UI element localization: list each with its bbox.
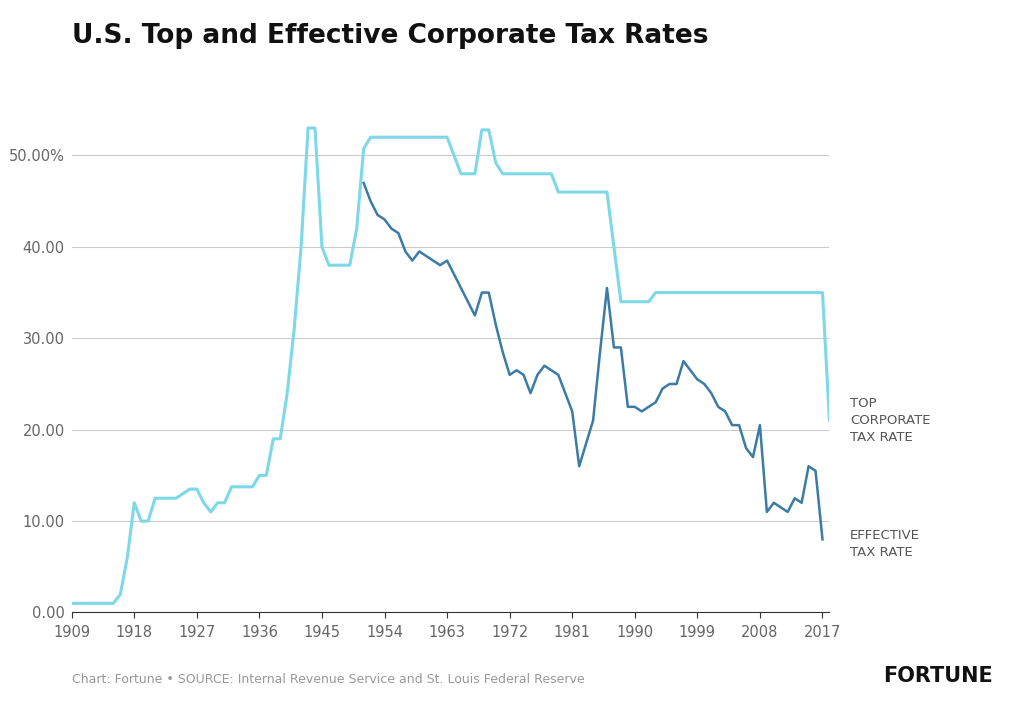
- Text: EFFECTIVE
TAX RATE: EFFECTIVE TAX RATE: [850, 529, 920, 559]
- Text: FORTUNE: FORTUNE: [884, 667, 993, 686]
- Text: TOP
CORPORATE
TAX RATE: TOP CORPORATE TAX RATE: [850, 397, 931, 444]
- Text: Chart: Fortune • SOURCE: Internal Revenue Service and St. Louis Federal Reserve: Chart: Fortune • SOURCE: Internal Revenu…: [72, 674, 585, 686]
- Text: U.S. Top and Effective Corporate Tax Rates: U.S. Top and Effective Corporate Tax Rat…: [72, 23, 709, 49]
